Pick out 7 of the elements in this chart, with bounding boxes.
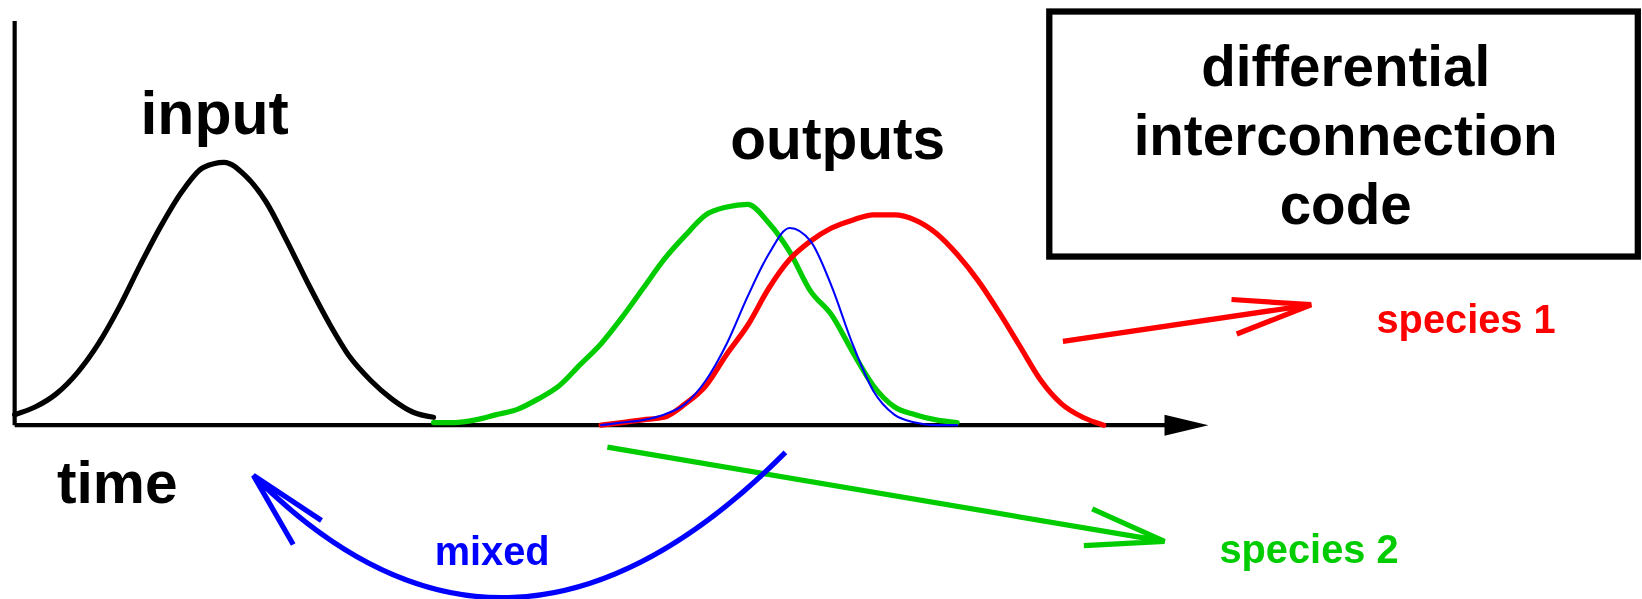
annotation: differential interconnection code bbox=[1133, 34, 1558, 237]
x-axis-title: time bbox=[57, 449, 178, 515]
legend-label: species 1 bbox=[1376, 297, 1556, 342]
series-label: input bbox=[140, 79, 289, 148]
legend-label: species 2 bbox=[1219, 527, 1399, 572]
annotation: outputs bbox=[730, 106, 946, 172]
text: mixed bbox=[434, 529, 550, 574]
